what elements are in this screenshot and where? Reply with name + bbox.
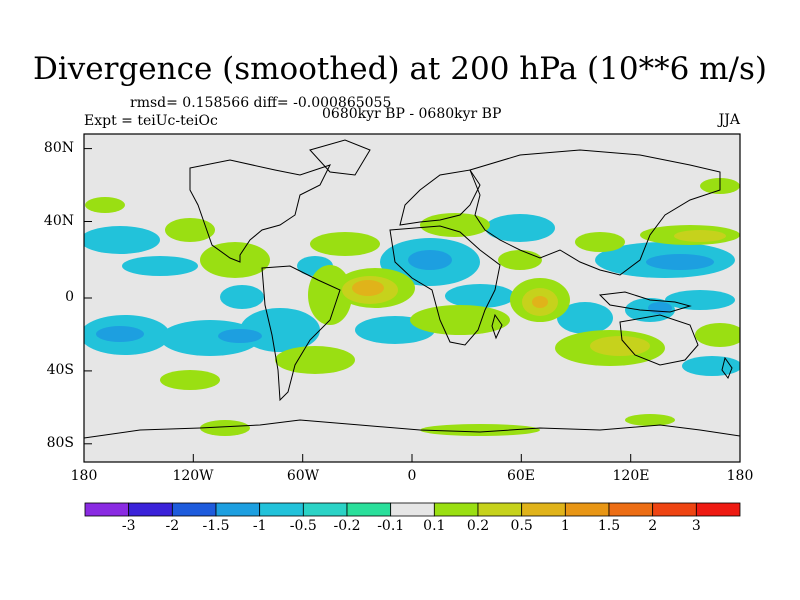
coastline-europe: [399, 169, 481, 226]
div-patch: [200, 420, 250, 436]
lat-tick-label: 80N: [43, 140, 74, 156]
stats-text: rmsd= 0.158566 diff= -0.000865055: [130, 95, 392, 111]
coastline-south-america: [261, 265, 341, 402]
colorbar-label: -1.5: [202, 518, 230, 534]
div-patch: [445, 284, 515, 308]
div-patch: [575, 232, 625, 252]
coastline-greenland: [309, 139, 371, 176]
colorbar-swatch: [390, 502, 435, 517]
map-background: [84, 134, 740, 462]
div-patch: [275, 346, 355, 374]
colorbar-label: -0.5: [289, 518, 317, 534]
div-patch: [220, 285, 264, 309]
experiment-label: Expt = teiUc-teiOc: [84, 113, 218, 129]
div-patch: [665, 290, 735, 310]
colorbar-swatch: [128, 502, 173, 517]
colorbar: [84, 502, 741, 517]
div-patch: [160, 370, 220, 390]
coastline-indonesia: [598, 291, 692, 313]
div-patch: [590, 336, 650, 356]
div-patch: [625, 414, 675, 426]
div-patch: [674, 230, 726, 242]
div-patch: [122, 256, 198, 276]
colorbar-swatch: [433, 502, 479, 517]
colorbar-label: -0.1: [377, 518, 405, 534]
coastline-madagascar: [491, 313, 503, 340]
lon-tick-label: 120W: [172, 468, 214, 484]
lon-tick-label: 180: [70, 468, 98, 484]
lat-tick-label: 40N: [43, 213, 74, 229]
lat-tick-label: 0: [65, 289, 74, 305]
colorbar-swatch: [259, 502, 304, 517]
coastline-africa: [389, 225, 501, 346]
season-label: JJA: [718, 112, 740, 128]
colorbar-label: 0.5: [510, 518, 533, 534]
colorbar-swatch: [477, 502, 523, 517]
div-patch: [557, 302, 613, 334]
colorbar-swatch: [695, 502, 741, 517]
colorbar-swatch: [302, 502, 348, 517]
colorbar-swatch: [564, 502, 610, 517]
colorbar-label: 3: [691, 518, 701, 534]
div-patch: [84, 226, 160, 254]
div-patch: [310, 232, 380, 256]
colorbar-label: -1: [252, 518, 267, 534]
div-patch: [532, 296, 548, 308]
figure-title: Divergence (smoothed) at 200 hPa (10**6 …: [33, 51, 767, 87]
lon-tick-label: 60E: [506, 468, 536, 484]
div-patch: [408, 250, 452, 270]
coastline-new-zealand: [721, 356, 733, 380]
div-patch: [96, 326, 144, 342]
div-patch: [420, 213, 490, 237]
lat-tick-label: 40S: [46, 362, 74, 378]
coastline-north-america: [189, 159, 331, 263]
colorbar-swatch: [171, 502, 217, 517]
lon-tick-label: 0: [407, 468, 417, 484]
colorbar-swatch: [84, 502, 130, 517]
lon-tick-label: 180: [726, 468, 754, 484]
div-patch: [165, 218, 215, 242]
div-patch: [420, 424, 540, 436]
colorbar-swatch: [215, 502, 261, 517]
div-patch: [85, 197, 125, 213]
coastline-asia: [469, 149, 721, 276]
div-patch: [646, 254, 714, 270]
colorbar-label: 1: [560, 518, 570, 534]
div-patch: [352, 280, 384, 296]
colorbar-label: 0.2: [466, 518, 490, 534]
divergence-field: [84, 178, 740, 436]
div-patch: [695, 323, 740, 347]
coastline-antarctica: [84, 419, 740, 439]
colorbar-label: -0.2: [333, 518, 361, 534]
coastline-australia: [619, 314, 699, 366]
axis-ticks: [84, 148, 632, 462]
colorbar-label: 0.1: [423, 518, 446, 534]
div-patch: [682, 356, 740, 376]
period-label: 0680kyr BP - 0680kyr BP: [322, 106, 502, 122]
div-patch: [410, 305, 510, 335]
coastlines: [84, 139, 740, 439]
div-patch: [485, 214, 555, 242]
colorbar-label: 1.5: [597, 518, 621, 534]
div-patch: [218, 329, 262, 343]
div-patch: [240, 308, 320, 352]
div-patch: [160, 320, 260, 356]
colorbar-swatch: [608, 502, 654, 517]
div-patch: [498, 250, 542, 270]
colorbar-swatch: [346, 502, 392, 517]
colorbar-label: 2: [648, 518, 658, 534]
colorbar-swatch: [652, 502, 697, 517]
colorbar-label: -2: [165, 518, 180, 534]
lon-tick-label: 60W: [286, 468, 320, 484]
colorbar-swatch: [521, 502, 566, 517]
lon-tick-label: 120E: [612, 468, 650, 484]
colorbar-label: -3: [121, 518, 136, 534]
lat-tick-label: 80S: [46, 435, 74, 451]
